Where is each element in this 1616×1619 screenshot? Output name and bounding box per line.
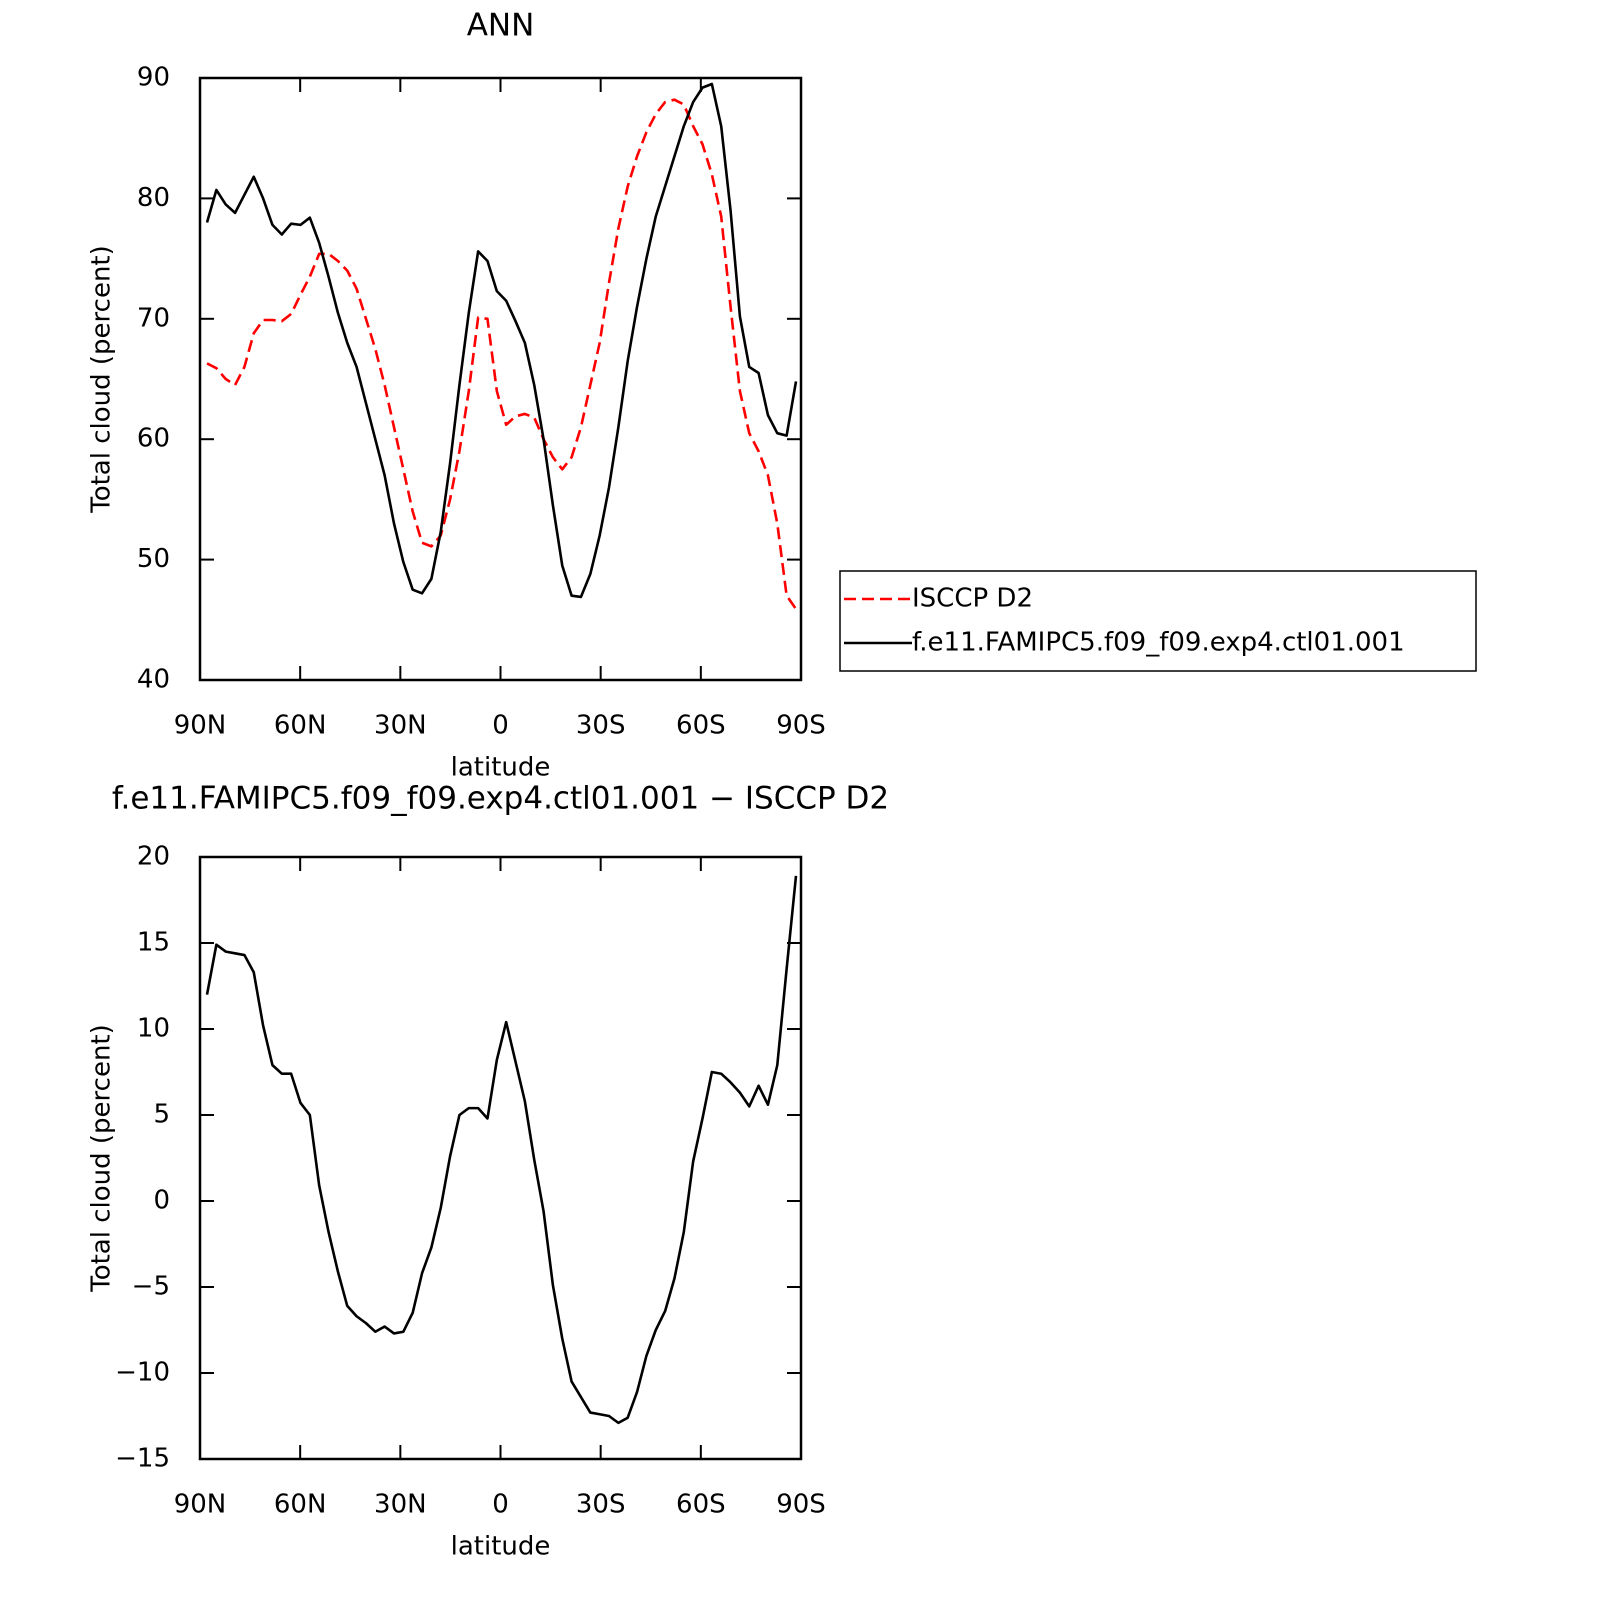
data-line bbox=[205, 875, 798, 1425]
y-tick-label: 0 bbox=[153, 1186, 170, 1216]
y-tick-label: 70 bbox=[137, 303, 170, 333]
y-tick-label: 60 bbox=[137, 424, 170, 454]
y-tick-label: 50 bbox=[137, 544, 170, 574]
y-tick-label: −15 bbox=[115, 1444, 170, 1474]
y-tick-label: 10 bbox=[137, 1014, 170, 1044]
legend-label: ISCCP D2 bbox=[912, 584, 1033, 614]
data-line bbox=[206, 98, 798, 610]
y-tick-label: −5 bbox=[132, 1272, 170, 1302]
chart-title: ANN bbox=[467, 8, 535, 44]
data-line bbox=[205, 82, 798, 599]
x-axis-label: latitude bbox=[451, 1532, 551, 1562]
plot-frame bbox=[198, 855, 803, 1461]
y-tick-label: 40 bbox=[137, 665, 170, 695]
x-tick-label: 60S bbox=[676, 711, 726, 741]
chart-title: f.e11.FAMIPC5.f09_f09.exp4.ctl01.001 − I… bbox=[112, 781, 889, 817]
y-tick-label: 80 bbox=[137, 183, 170, 213]
x-tick-label: 30N bbox=[374, 711, 427, 741]
x-tick-label: 90N bbox=[174, 1490, 227, 1520]
x-tick-label: 60N bbox=[274, 1490, 327, 1520]
x-axis-label: latitude bbox=[451, 753, 551, 783]
x-tick-label: 0 bbox=[492, 1490, 509, 1520]
y-tick-label: 90 bbox=[137, 63, 170, 93]
x-tick-label: 30S bbox=[576, 711, 626, 741]
y-tick-label: 20 bbox=[137, 842, 170, 872]
y-axis-label: Total cloud (percent) bbox=[87, 245, 117, 514]
legend-label: f.e11.FAMIPC5.f09_f09.exp4.ctl01.001 bbox=[912, 628, 1405, 658]
x-tick-label: 0 bbox=[492, 711, 509, 741]
y-tick-label: 15 bbox=[137, 928, 170, 958]
x-tick-label: 90S bbox=[776, 1490, 826, 1520]
y-axis-label: Total cloud (percent) bbox=[87, 1024, 117, 1293]
x-tick-label: 30N bbox=[374, 1490, 427, 1520]
x-tick-label: 90S bbox=[776, 711, 826, 741]
x-tick-label: 30S bbox=[576, 1490, 626, 1520]
x-tick-label: 60S bbox=[676, 1490, 726, 1520]
x-tick-label: 60N bbox=[274, 711, 327, 741]
x-tick-label: 90N bbox=[174, 711, 227, 741]
legend-box bbox=[839, 570, 1477, 672]
plot-frame bbox=[198, 76, 803, 682]
y-tick-label: 5 bbox=[153, 1100, 170, 1130]
y-tick-label: −10 bbox=[115, 1358, 170, 1388]
